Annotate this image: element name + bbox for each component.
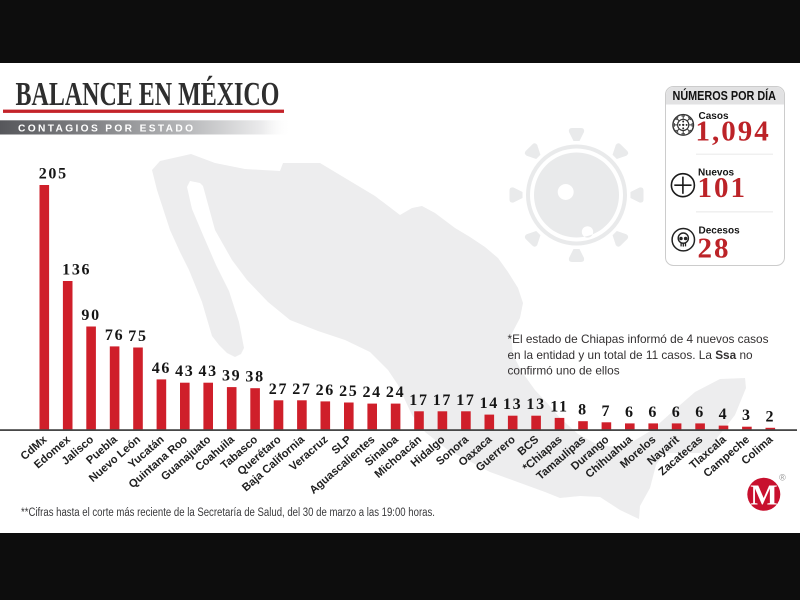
svg-text:24: 24 (386, 384, 405, 401)
svg-text:7: 7 (602, 403, 612, 420)
svg-text:205: 205 (39, 166, 68, 183)
svg-text:6: 6 (625, 404, 635, 421)
svg-text:Decesos: Decesos (699, 225, 741, 236)
svg-text:17: 17 (409, 392, 428, 409)
svg-text:CONTAGIOS POR ESTADO: CONTAGIOS POR ESTADO (18, 123, 195, 134)
svg-text:27: 27 (269, 381, 288, 398)
svg-text:6: 6 (648, 404, 658, 421)
svg-text:17: 17 (433, 392, 452, 409)
svg-text:28: 28 (698, 232, 731, 264)
svg-text:13: 13 (526, 396, 545, 413)
svg-text:38: 38 (245, 369, 264, 386)
svg-text:17: 17 (456, 392, 475, 409)
svg-text:11: 11 (550, 398, 569, 415)
svg-text:8: 8 (578, 402, 588, 419)
svg-text:NÚMEROS POR DÍA: NÚMEROS POR DÍA (673, 87, 777, 103)
svg-text:confirmó uno de ellos: confirmó uno de ellos (508, 364, 620, 378)
svg-text:46: 46 (152, 360, 171, 377)
svg-text:M: M (750, 480, 777, 512)
svg-text:14: 14 (480, 395, 499, 412)
svg-text:*El estado de Chiapas informó: *El estado de Chiapas informó de 4 nuevo… (508, 332, 769, 346)
svg-text:4: 4 (719, 406, 729, 423)
svg-text:39: 39 (222, 368, 241, 385)
svg-text:75: 75 (128, 328, 147, 345)
svg-text:101: 101 (698, 172, 748, 204)
svg-text:2: 2 (765, 408, 775, 425)
svg-text:3: 3 (742, 407, 752, 424)
svg-text:**Cifras hasta el corte más re: **Cifras hasta el corte más reciente de … (21, 506, 435, 519)
svg-text:Nuevos: Nuevos (698, 168, 735, 179)
svg-text:en la entidad y un total de 11: en la entidad y un total de 11 casos. La… (508, 348, 754, 362)
svg-text:43: 43 (198, 363, 217, 380)
svg-text:43: 43 (175, 363, 194, 380)
svg-text:76: 76 (105, 327, 124, 344)
svg-text:1,094: 1,094 (696, 116, 771, 148)
svg-text:26: 26 (316, 382, 335, 399)
svg-text:136: 136 (62, 262, 91, 279)
svg-text:6: 6 (672, 404, 682, 421)
svg-text:90: 90 (81, 307, 100, 324)
svg-text:®: ® (779, 473, 786, 483)
svg-text:13: 13 (503, 396, 522, 413)
svg-text:6: 6 (695, 404, 705, 421)
svg-text:27: 27 (292, 381, 311, 398)
svg-text:BALANCE EN MÉXICO: BALANCE EN MÉXICO (16, 75, 280, 113)
svg-text:25: 25 (339, 383, 358, 400)
svg-text:24: 24 (362, 384, 381, 401)
svg-text:Casos: Casos (699, 111, 729, 122)
